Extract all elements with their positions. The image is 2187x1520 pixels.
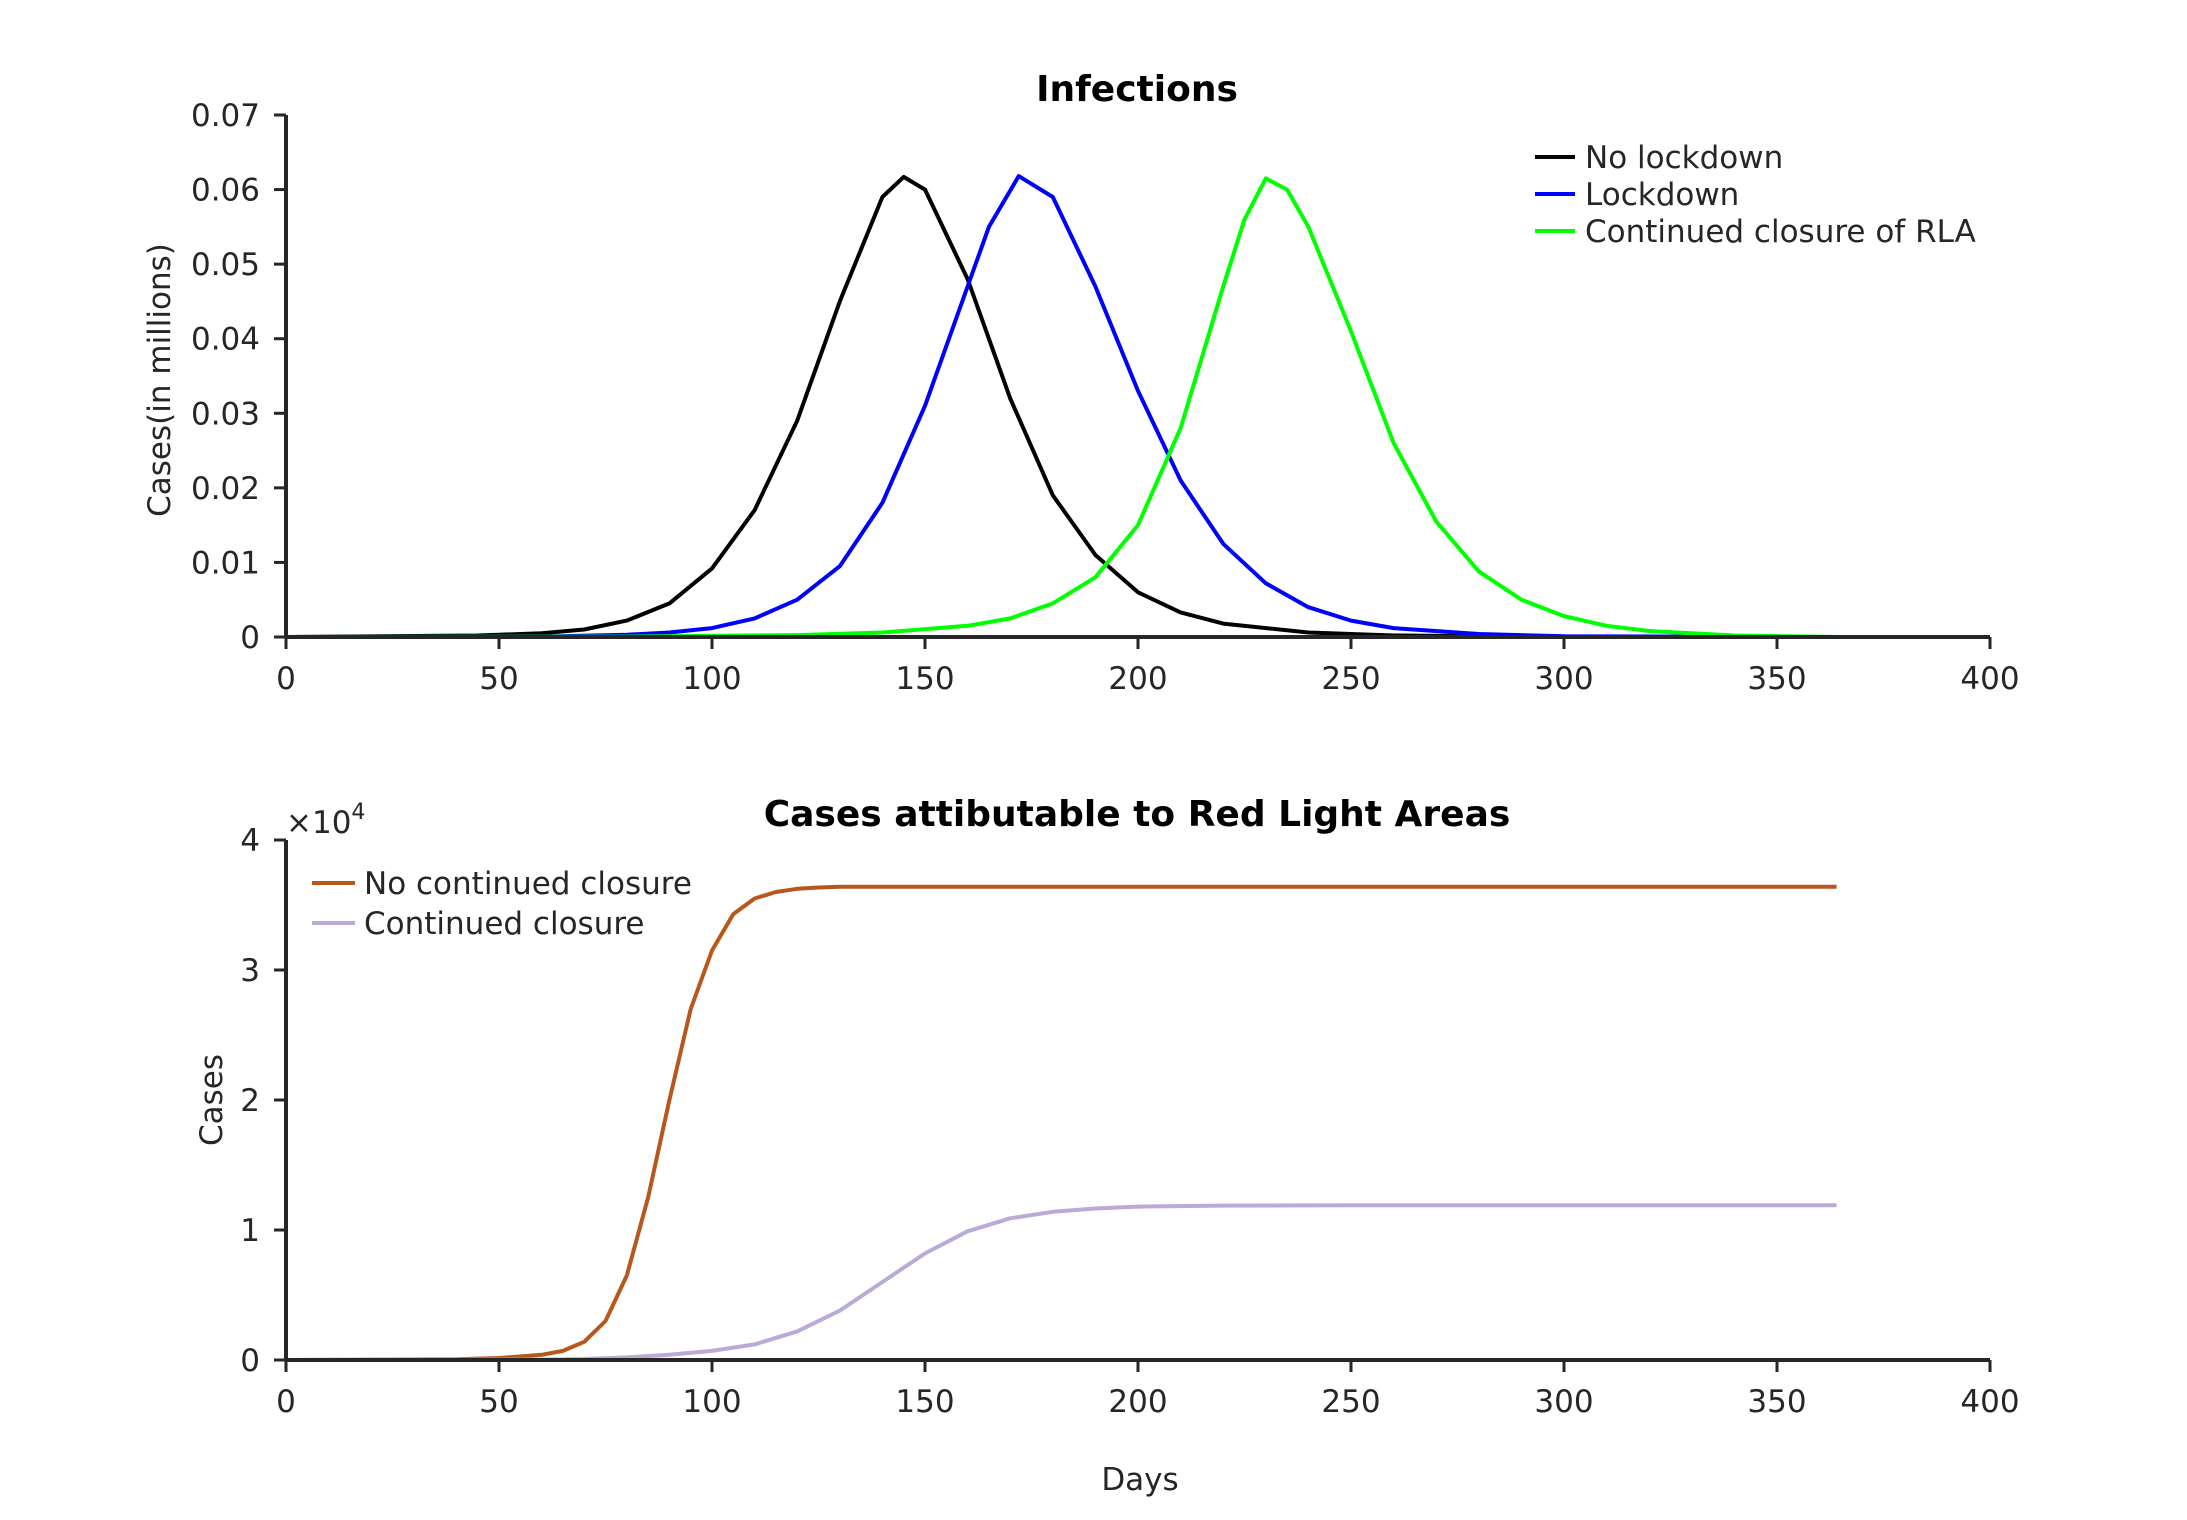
exponent-power: 4 — [351, 800, 365, 825]
y-tick-label: 0.06 — [191, 173, 260, 209]
x-tick-label: 50 — [479, 1384, 518, 1420]
y-tick-label: 2 — [240, 1083, 260, 1119]
y-axis-label: Cases — [194, 1054, 230, 1146]
x-tick-label: 0 — [276, 661, 296, 697]
y-tick-label: 3 — [240, 953, 260, 989]
x-tick-label: 150 — [895, 661, 954, 697]
legend-label: Continued closure of RLA — [1585, 214, 1976, 250]
x-tick-label: 200 — [1108, 661, 1167, 697]
y-tick-label: 0.03 — [191, 396, 260, 432]
x-tick-label: 100 — [682, 1384, 741, 1420]
y-tick-label: 0.05 — [191, 247, 260, 283]
y-tick-label: 0.02 — [191, 471, 260, 507]
x-tick-label: 350 — [1747, 661, 1806, 697]
exponent-base: ×10 — [286, 805, 351, 841]
x-tick-label: 250 — [1321, 1384, 1380, 1420]
series-line-2 — [285, 176, 1837, 639]
x-tick-label: 150 — [895, 1384, 954, 1420]
y-exponent-label: ×104 — [286, 800, 365, 841]
legend-label: Continued closure — [364, 906, 644, 942]
series-line-0 — [285, 884, 1837, 1362]
legend-label: No lockdown — [1585, 140, 1783, 176]
y-axis-label: Cases(in millions) — [142, 243, 178, 517]
y-tick-label: 0.07 — [191, 98, 260, 134]
x-tick-label: 100 — [682, 661, 741, 697]
legend-label: No continued closure — [364, 866, 692, 902]
x-tick-label: 400 — [1960, 1384, 2019, 1420]
x-tick-label: 300 — [1534, 661, 1593, 697]
series-group — [285, 884, 1837, 1362]
y-tick-label: 0 — [240, 1343, 260, 1379]
x-tick-label: 250 — [1321, 661, 1380, 697]
infections-panel: Infections Cases(in millions) 0 50 100 150 2… — [142, 69, 2020, 697]
x-axis-label: Days — [1101, 1462, 1178, 1498]
series-line-1 — [285, 1203, 1837, 1362]
legend-label: Lockdown — [1585, 177, 1739, 213]
x-tick-label: 50 — [479, 661, 518, 697]
y-tick-label: 1 — [240, 1213, 260, 1249]
series-group — [285, 174, 1837, 639]
x-tick-label: 400 — [1960, 661, 2019, 697]
y-tick-label: 0 — [240, 620, 260, 656]
y-tick-label: 4 — [240, 823, 260, 859]
x-tick-label: 0 — [276, 1384, 296, 1420]
chart-title: Infections — [1036, 69, 1238, 110]
y-tick-label: 0.04 — [191, 322, 260, 358]
red-light-areas-panel: Cases attibutable to Red Light Areas Cas… — [194, 794, 2020, 1498]
x-tick-label: 200 — [1108, 1384, 1167, 1420]
legend: No continued closure Continued closure — [312, 866, 692, 942]
series-line-0 — [285, 174, 1837, 639]
axes: 0 50 100 150 200 250 300 350 400 0 1 2 3 4 — [240, 823, 2019, 1420]
y-tick-label: 0.01 — [191, 545, 260, 581]
x-tick-label: 350 — [1747, 1384, 1806, 1420]
axes: 0 50 100 150 200 250 300 350 400 0 0.01 0.02 0.03 0.0… — [191, 98, 2020, 697]
x-tick-label: 300 — [1534, 1384, 1593, 1420]
series-line-1 — [285, 174, 1837, 639]
chart-title: Cases attibutable to Red Light Areas — [764, 794, 1511, 835]
